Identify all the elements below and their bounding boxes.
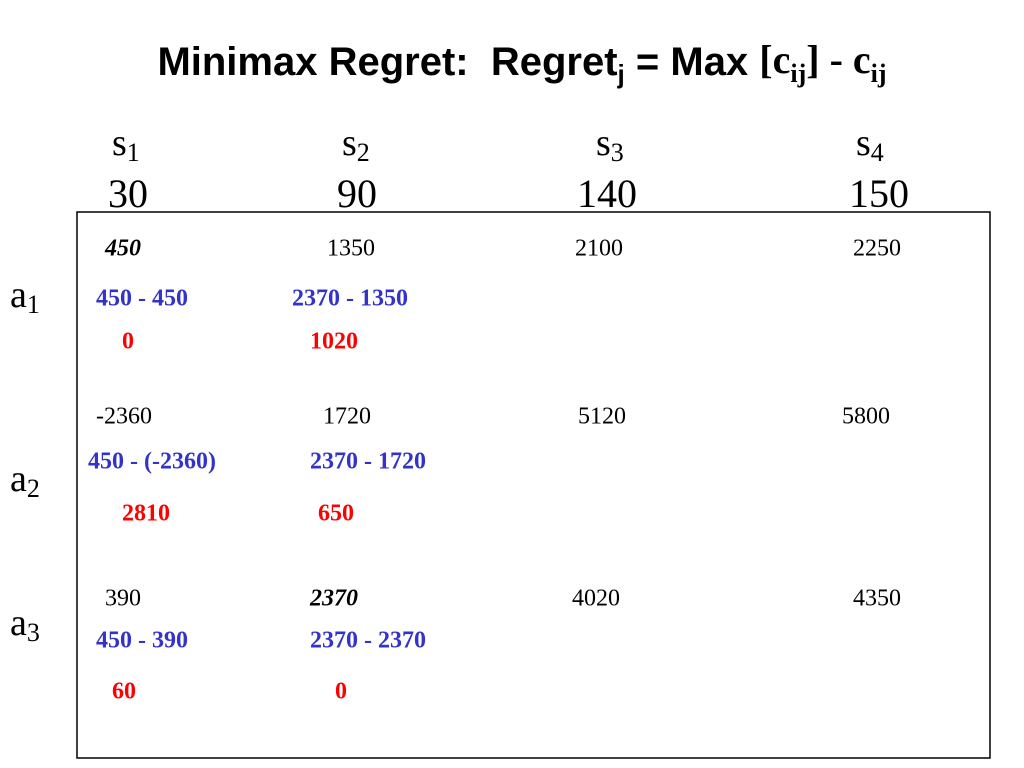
regret-expression: 450 - 390 <box>96 628 188 654</box>
title-part: Minimax Regret: Regret <box>157 40 617 84</box>
action-label-sub: 1 <box>27 290 40 319</box>
state-label-sub: 4 <box>871 138 884 167</box>
action-label-letter: a <box>10 274 27 316</box>
payoff: 5120 <box>578 404 626 430</box>
state-label: s1 <box>112 122 140 167</box>
regret-value: 650 <box>318 501 354 527</box>
state-label-letter: s <box>596 122 611 164</box>
regret-value: 2810 <box>122 501 170 527</box>
action-label: a1 <box>10 274 40 319</box>
action-label-letter: a <box>10 458 27 500</box>
payoff: 2100 <box>575 236 623 262</box>
state-label-sub: 1 <box>127 138 140 167</box>
payoff: 4020 <box>572 586 620 612</box>
title-part: = Max <box>625 40 760 84</box>
state-label-sub: 2 <box>357 138 370 167</box>
payoff: 450 <box>104 236 141 262</box>
table-box <box>76 211 991 759</box>
state-label: s3 <box>596 122 624 167</box>
payoff: 390 <box>105 586 141 612</box>
regret-expression: 450 - (-2360) <box>88 449 216 475</box>
state-value: 150 <box>849 171 909 216</box>
state-label: s4 <box>856 122 884 167</box>
state-value: 30 <box>108 171 148 216</box>
title-sub: ij <box>790 59 806 88</box>
regret-value: 60 <box>112 679 136 705</box>
state-label-letter: s <box>342 122 357 164</box>
action-label-sub: 3 <box>27 618 40 647</box>
payoff: 2250 <box>853 236 901 262</box>
action-label-sub: 2 <box>27 474 40 503</box>
payoff: -2360 <box>96 404 152 430</box>
title-sub: j <box>617 59 625 89</box>
state-label-letter: s <box>856 122 871 164</box>
state-value: 140 <box>577 171 637 216</box>
state-value: 90 <box>337 171 377 216</box>
payoff: 5800 <box>842 404 890 430</box>
title-part: ] - c <box>806 37 870 82</box>
regret-expression: 2370 - 1720 <box>310 449 426 475</box>
regret-value: 0 <box>122 329 134 355</box>
state-label-sub: 3 <box>611 138 624 167</box>
regret-value: 0 <box>335 679 347 705</box>
state-label-letter: s <box>112 122 127 164</box>
regret-expression: 450 - 450 <box>96 286 188 312</box>
payoff: 2370 <box>309 586 358 612</box>
state-label: s2 <box>342 122 370 167</box>
title: Minimax Regret: Regretj = Max [cij] - ci… <box>107 37 916 94</box>
action-label: a2 <box>10 458 40 503</box>
action-label: a3 <box>10 602 40 647</box>
regret-expression: 2370 - 1350 <box>292 286 408 312</box>
title-part: [c <box>759 37 790 82</box>
regret-value: 1020 <box>310 329 358 355</box>
payoff: 1720 <box>323 404 371 430</box>
payoff: 1350 <box>327 236 375 262</box>
regret-expression: 2370 - 2370 <box>310 628 426 654</box>
payoff: 4350 <box>853 586 901 612</box>
title-sub: ij <box>871 59 887 88</box>
action-label-letter: a <box>10 602 27 644</box>
